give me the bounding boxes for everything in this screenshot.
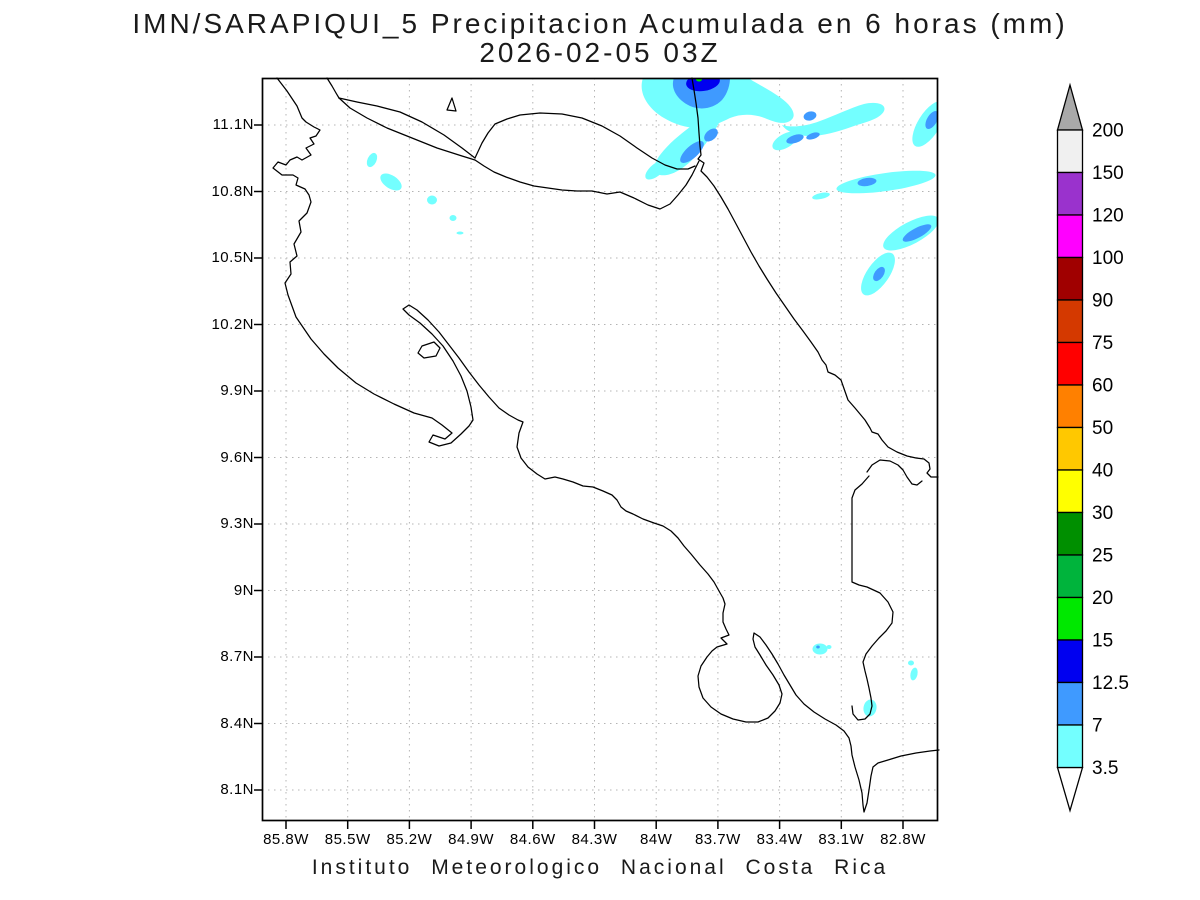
y-tick-label: 10.8N [211, 182, 254, 200]
colorbar-label: 90 [1092, 291, 1113, 312]
colorbar-segment [1056, 554, 1084, 599]
y-tick-label: 8.1N [220, 781, 254, 798]
island-ometepe [446, 97, 457, 112]
colorbar-segment [1056, 724, 1084, 769]
y-tick-label: 9.6N [220, 448, 254, 466]
y-tick-label: 9N [233, 581, 254, 599]
colorbar-label: 3.5 [1092, 758, 1118, 779]
colorbar-legend: 200 150 120 100 90 75 60 50 40 30 25 20 15 12.5 7 3.5 [1056, 82, 1129, 813]
colorbar-label: 40 [1092, 461, 1113, 482]
colorbar-label: 100 [1092, 248, 1124, 269]
coastline-lake-nicaragua-west [326, 77, 340, 99]
map-plot [254, 77, 940, 829]
precipitation-layer [366, 78, 938, 717]
colorbar-label: 30 [1092, 503, 1113, 524]
x-tick-label: 85.8W [263, 831, 309, 848]
colorbar-label: 75 [1092, 333, 1113, 354]
colorbar-segment [1056, 256, 1084, 301]
y-tick-label: 11.1N [212, 116, 254, 133]
axis-tick-marks [254, 124, 904, 829]
colorbar-segment [1056, 129, 1084, 174]
colorbar-segment [1056, 596, 1084, 641]
colorbar-segment [1056, 681, 1084, 726]
colorbar-segment [1056, 511, 1084, 556]
precip-3-5mm-layer [366, 78, 938, 717]
precip-7mm-layer [672, 78, 938, 649]
map-subtitle-datetime: 2026-02-05 03Z [479, 37, 721, 68]
x-tick-label: 82.8W [880, 831, 926, 848]
y-tick-label: 9.9N [220, 382, 254, 399]
map-title: IMN/SARAPIQUI_5 Precipitacion Acumulada … [132, 8, 1068, 39]
y-tick-label: 9.3N [220, 515, 254, 532]
colorbar-segment [1056, 639, 1084, 684]
x-tick-label: 83.4W [756, 831, 803, 848]
colorbar-segment [1056, 469, 1084, 514]
colorbar-segment [1056, 171, 1084, 216]
colorbar-label: 60 [1092, 376, 1113, 397]
footer-attribution: Instituto Meteorologico Nacional Costa R… [311, 856, 889, 879]
x-tick-label: 85.2W [386, 831, 433, 848]
colorbar-segment [1056, 214, 1084, 259]
x-tick-label: 84W [640, 831, 673, 848]
colorbar-segment [1056, 426, 1084, 471]
coastline-layer [272, 77, 940, 813]
island-chira [417, 341, 441, 359]
colorbar-label: 50 [1092, 418, 1113, 439]
x-tick-label: 83.1W [818, 831, 865, 848]
coastline-indio-maiz-strip [474, 112, 696, 170]
coastline-pacific [272, 77, 940, 813]
colorbar-label: 25 [1092, 546, 1113, 567]
x-tick-label: 84.9W [448, 831, 495, 848]
colorbar-label: 20 [1092, 588, 1113, 609]
map-frame [261, 77, 939, 822]
colorbar-label: 150 [1092, 163, 1124, 184]
precip-12-5mm-layer [686, 78, 720, 92]
colorbar-label: 120 [1092, 206, 1124, 227]
coastline-caribbean [691, 77, 939, 478]
y-tick-label: 10.2N [211, 315, 254, 333]
lat-lon-gridlines [262, 78, 938, 821]
x-tick-label: 83.7W [694, 831, 741, 848]
colorbar-segment [1056, 299, 1084, 344]
x-tick-label: 84.6W [509, 831, 556, 848]
colorbar-segment [1056, 341, 1084, 386]
coastline-lake-nicaragua-south-shore [338, 97, 476, 161]
colorbar-arrow-above-max [1056, 82, 1084, 131]
colorbar-label: 7 [1092, 716, 1103, 737]
colorbar-label: 200 [1092, 121, 1124, 142]
coastline-almirante-bay [866, 459, 923, 486]
y-tick-label: 8.7N [220, 648, 254, 665]
x-tick-label: 84.3W [571, 831, 618, 848]
colorbar-arrow-below-min [1056, 766, 1084, 813]
y-tick-label: 10.5N [211, 249, 254, 266]
y-tick-label: 8.4N [220, 714, 254, 732]
x-tick-label: 85.5W [324, 831, 371, 848]
border-rio-san-juan [474, 159, 700, 210]
border-panama [851, 475, 894, 721]
colorbar-label: 12.5 [1092, 673, 1129, 694]
colorbar-segment [1056, 384, 1084, 429]
colorbar-label: 15 [1092, 631, 1113, 652]
coastline-lake-nicaragua-north-shore [338, 97, 476, 159]
